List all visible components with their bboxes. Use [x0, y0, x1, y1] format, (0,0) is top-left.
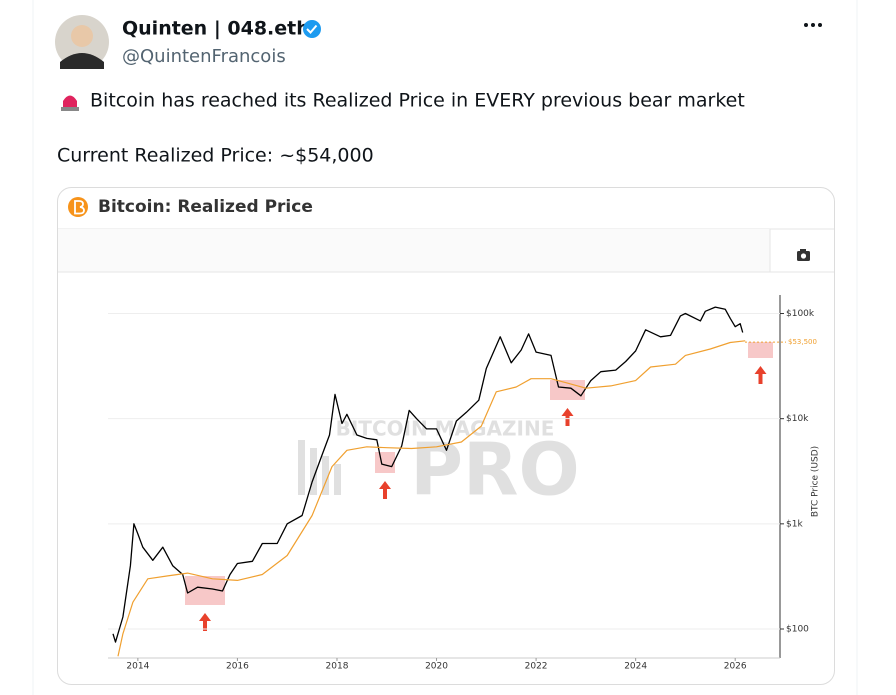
- x-tick-label: 2022: [525, 662, 548, 672]
- y-axis-label: BTC Price (USD): [811, 446, 821, 517]
- watermark-bar: [334, 464, 341, 495]
- toolbar: [58, 229, 770, 272]
- arrow: [199, 613, 211, 631]
- watermark-bar: [298, 440, 305, 495]
- arrow: [754, 366, 767, 384]
- x-tick-label: 2014: [126, 662, 149, 672]
- dot: [804, 23, 808, 27]
- y-tick-label: $10k: [786, 414, 809, 424]
- plot: $100 $1k $10k $100k 2014 2016 2018 2020 2022 2024…: [108, 295, 821, 672]
- btc-icon-glyph: [74, 200, 85, 215]
- siren-base: [61, 107, 79, 111]
- watermark-bar: [310, 448, 317, 495]
- annotation-label: $53,500: [788, 338, 817, 346]
- siren-dome: [63, 95, 77, 108]
- watermark-bars: [298, 440, 341, 495]
- arrow: [561, 408, 574, 426]
- arrow: [379, 481, 391, 499]
- dot: [818, 23, 822, 27]
- y-tick-label: $100k: [786, 309, 815, 319]
- badge-circle: [303, 20, 321, 38]
- watermark-top: BITCOIN MAGAZINE: [336, 417, 555, 441]
- y-tick-label: $1k: [786, 519, 803, 529]
- tweet-text: Bitcoin has reached its Realized Price i…: [90, 90, 745, 112]
- camera-top: [800, 249, 806, 252]
- chart-title: Bitcoin: Realized Price: [98, 197, 313, 217]
- siren-emoji: [61, 95, 79, 111]
- verified-badge: [303, 20, 321, 38]
- watermark-bar: [322, 456, 329, 495]
- x-tick-label: 2018: [326, 662, 349, 672]
- camera-icon[interactable]: [797, 249, 810, 261]
- watermark-main: PRO: [410, 428, 579, 512]
- y-tick-label: $100: [786, 625, 809, 635]
- tweet-text: Current Realized Price: ~$54,000: [57, 145, 374, 167]
- series-line: [117, 340, 746, 657]
- x-tick-label: 2020: [425, 662, 448, 672]
- x-tick-label: 2024: [624, 662, 647, 672]
- camera-lens: [800, 253, 807, 259]
- avatar-face: [71, 25, 93, 47]
- series-line: [112, 306, 744, 643]
- dot: [811, 23, 815, 27]
- author-name[interactable]: Quinten | 048.eth: [122, 18, 310, 40]
- bear-market-box: [748, 342, 773, 358]
- bear-market-box: [375, 452, 395, 473]
- avatar-body: [60, 53, 104, 69]
- badge-check: [306, 24, 318, 34]
- author-handle[interactable]: @QuintenFrancois: [122, 46, 286, 67]
- chart-card[interactable]: [57, 187, 835, 685]
- avatar[interactable]: [55, 15, 109, 69]
- more-menu[interactable]: [804, 23, 822, 27]
- x-tick-label: 2026: [724, 662, 747, 672]
- x-tick-label: 2016: [226, 662, 249, 672]
